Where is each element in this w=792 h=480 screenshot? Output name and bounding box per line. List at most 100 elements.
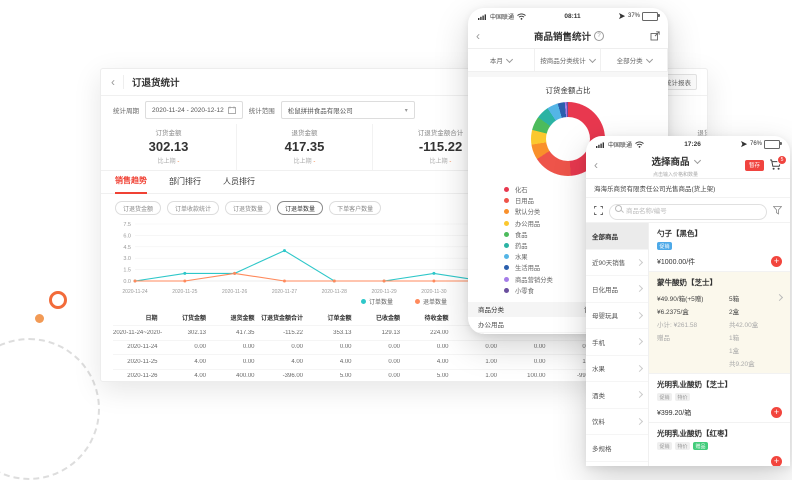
- product-item[interactable]: 光明乳业酸奶【红枣】 促销 特价 赠品 +: [649, 423, 790, 466]
- add-to-cart-button[interactable]: +: [771, 407, 782, 418]
- legend-label: 退单数量: [423, 300, 448, 306]
- metric-pill[interactable]: 下单客户数量: [329, 201, 382, 215]
- metric-pill[interactable]: 订退货数量: [225, 201, 272, 215]
- metric-pill[interactable]: 订退货金额: [115, 201, 162, 215]
- stat-value: 417.35: [284, 139, 325, 154]
- sidebar-category[interactable]: 多规格: [586, 435, 648, 462]
- stat-card: 退货金额 417.35 比上期 -: [237, 124, 373, 170]
- table-cell: -396.00: [282, 373, 303, 380]
- tab[interactable]: 人员排行: [223, 177, 255, 186]
- add-to-cart-button[interactable]: +: [771, 256, 782, 267]
- back-icon[interactable]: ‹: [111, 75, 115, 89]
- search-box: [609, 200, 767, 220]
- nav-title-group[interactable]: 选择商品 点击输入价格和数量: [651, 152, 701, 178]
- wifi-icon: [635, 141, 644, 148]
- sidebar-category[interactable]: 酒类: [586, 382, 648, 409]
- chevron-right-icon: [635, 417, 644, 425]
- signal-icon: [478, 13, 486, 20]
- signal-icon: [596, 141, 604, 148]
- section-divider: [468, 72, 668, 77]
- qty-row[interactable]: 1盒: [729, 347, 740, 355]
- filter-dropdown[interactable]: 本月: [468, 49, 535, 71]
- scan-icon[interactable]: [594, 205, 603, 215]
- table-cell: 4.00: [194, 358, 206, 365]
- location-icon: [740, 140, 748, 147]
- product-tag: 促销: [657, 242, 673, 250]
- tab-bar: 销售趋势 部门排行 人员排行: [101, 171, 707, 194]
- add-to-cart-button[interactable]: +: [771, 456, 782, 466]
- product-item[interactable]: 蒙牛酸奶【芝士】 ¥49.90/箱(+5赠) 5箱: [649, 272, 790, 374]
- legend-item[interactable]: 退单数量: [415, 297, 447, 306]
- tab[interactable]: 部门排行: [169, 177, 201, 186]
- filter-dropdowns: 本月 按商品分类统计 全部分类: [468, 49, 668, 72]
- stat-label: 退货金额: [291, 130, 318, 137]
- tab[interactable]: 销售趋势: [115, 170, 147, 194]
- legend-label: 生活用品: [515, 265, 541, 273]
- legend-dot: [504, 198, 509, 204]
- help-icon[interactable]: ?: [594, 31, 604, 41]
- product-name: 光明乳业酸奶【红枣】: [657, 429, 732, 438]
- qty-row[interactable]: ¥6.2375/盒 2盒: [657, 308, 740, 316]
- product-item[interactable]: 勺子【黑色】 促销 ¥1000.00/件 +: [649, 223, 790, 272]
- chevron-right-icon: [635, 311, 644, 319]
- legend-label: 水果: [515, 254, 528, 262]
- table-cell: 2020-11-24~2020-12-12: [113, 329, 162, 336]
- legend-item[interactable]: 订单数量: [360, 297, 393, 306]
- hold-order-button[interactable]: 暂存: [744, 159, 764, 171]
- sidebar-category[interactable]: 母婴玩具: [586, 303, 648, 329]
- table-cell: 224.00: [430, 329, 449, 336]
- qty-row[interactable]: 共9.20盒: [729, 360, 755, 368]
- filter-dropdown[interactable]: 全部分类: [601, 49, 668, 71]
- battery-icon: [764, 139, 782, 149]
- svg-text:2020-11-30: 2020-11-30: [421, 289, 446, 295]
- page-title: 订退货统计: [123, 75, 180, 89]
- filter-funnel-icon[interactable]: [773, 205, 782, 215]
- scope-select[interactable]: 松鼠拼拼食品有限公司 ▾: [280, 101, 415, 119]
- cart-button[interactable]: 5: [769, 155, 787, 171]
- chevron-down-icon: ▾: [404, 107, 408, 114]
- product-tag: 促销: [657, 393, 673, 401]
- sidebar-category[interactable]: 手机: [586, 329, 648, 356]
- product-tags: 促销: [657, 242, 782, 250]
- sidebar-category[interactable]: 水果: [586, 356, 648, 382]
- sidebar-category[interactable]: 饮料: [586, 409, 648, 435]
- product-item[interactable]: 光明乳业酸奶【芝士】 促销 特价 ¥399.20/箱 +: [649, 374, 790, 423]
- stat-compare: 比上期 -: [429, 159, 452, 165]
- sidebar-category[interactable]: 小单位商品: [586, 462, 648, 467]
- battery-icon: [642, 11, 660, 21]
- table-header-cell: 日期: [145, 316, 158, 322]
- sidebar-category[interactable]: 日化用品: [586, 276, 648, 303]
- filter-bar: 统计周期 2020-11-24 - 2020-12-12 统计范围 松鼠拼拼食品…: [101, 96, 707, 124]
- product-list: 勺子【黑色】 促销 ¥1000.00/件 + 蒙牛酸奶【芝士】: [649, 223, 790, 466]
- donut-hole: [546, 117, 590, 161]
- metric-pill[interactable]: 订单收款统计: [167, 201, 220, 215]
- back-icon[interactable]: ‹: [594, 158, 598, 172]
- phone-select-goods: 中国联通 17:26 76% ‹ 选择商品 点击输入价格和数量 暂存: [586, 136, 790, 466]
- chevron-right-icon: [635, 338, 644, 346]
- qty-row[interactable]: ¥49.90/箱(+5赠) 5箱: [657, 291, 784, 304]
- svg-text:2020-11-29: 2020-11-29: [371, 289, 396, 295]
- filter-dropdown[interactable]: 按商品分类统计: [535, 49, 602, 71]
- table-cell: 0.00: [533, 358, 546, 365]
- product-name: 光明乳业酸奶【芝士】: [657, 380, 732, 389]
- qty-row[interactable]: 赠品 1箱: [657, 334, 740, 342]
- table-cell: 1.00: [485, 358, 497, 365]
- back-icon[interactable]: ‹: [476, 29, 480, 43]
- table-cell: 0.00: [339, 344, 352, 351]
- table-cell: 4.00: [436, 358, 449, 365]
- legend-label: 默认分类: [515, 209, 541, 217]
- date-range-input[interactable]: 2020-11-24 - 2020-12-12: [145, 101, 243, 119]
- qty-row[interactable]: 小计: ¥261.58 共42.00盒: [657, 321, 759, 329]
- legend-label: 食品: [515, 231, 528, 239]
- report-button-label: 统计报表: [665, 80, 691, 87]
- sidebar-category[interactable]: 近90天销售: [586, 250, 648, 276]
- legend-dot: [504, 220, 509, 226]
- store-banner[interactable]: 海海乐商贸有限责任公司光售商品(货上架): [586, 179, 790, 198]
- sidebar-category[interactable]: 全部商品: [586, 223, 648, 250]
- share-icon[interactable]: [650, 31, 660, 41]
- metric-pill[interactable]: 订退单数量: [277, 201, 324, 215]
- search-input[interactable]: [609, 203, 767, 220]
- product-tag: 特价: [675, 393, 691, 401]
- product-name: 勺子【黑色】: [657, 229, 702, 238]
- legend-label: 订单数量: [368, 300, 393, 306]
